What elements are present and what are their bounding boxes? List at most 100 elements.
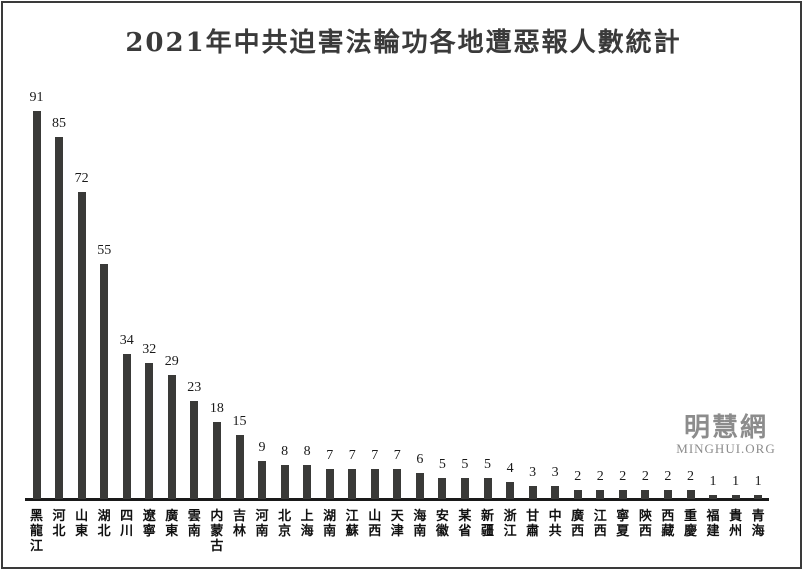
x-axis-label-char: 京	[278, 524, 292, 539]
bar	[258, 461, 266, 499]
x-axis-label: 雲南	[186, 509, 202, 539]
bar-value-label: 3	[529, 465, 537, 480]
x-axis-label-char: 海	[751, 524, 765, 539]
x-axis-label-char: 湖	[323, 509, 337, 524]
x-axis-label-char: 福	[706, 509, 720, 524]
bar-value-label: 72	[74, 171, 89, 186]
x-axis-label-char: 新	[480, 509, 494, 524]
bar-value-label: 2	[596, 469, 604, 484]
bar	[303, 465, 312, 499]
x-axis-label-char: 林	[232, 524, 246, 539]
bar-value-label: 15	[232, 414, 247, 429]
x-axis-label-char: 山	[368, 509, 382, 524]
x-axis-label: 某省	[457, 509, 473, 539]
bar	[325, 469, 334, 499]
x-axis-label-char: 省	[458, 524, 472, 539]
bar-value-label: 7	[393, 448, 401, 463]
x-axis-label-char: 疆	[480, 524, 494, 539]
bar-value-label: 23	[187, 380, 202, 395]
x-axis-label-char: 遼	[142, 509, 156, 524]
x-axis-label: 西藏	[660, 509, 676, 539]
x-axis-label: 江蘇	[344, 509, 360, 539]
bar	[731, 495, 740, 499]
bar-value-label: 7	[348, 448, 356, 463]
x-axis-label: 河南	[254, 509, 270, 539]
x-axis-label-char: 中	[548, 509, 562, 524]
x-axis-label-char: 河	[52, 509, 66, 524]
bar	[686, 490, 695, 499]
bar-value-label: 9	[258, 440, 266, 455]
x-axis-label: 福建	[705, 509, 721, 539]
bar	[754, 495, 763, 499]
bar-value-label: 6	[416, 452, 424, 467]
x-axis-label-char: 藏	[661, 524, 675, 539]
x-axis-label: 安徽	[434, 509, 450, 539]
bar	[280, 465, 289, 499]
x-axis-label: 新疆	[480, 509, 496, 539]
x-axis-label-char: 海	[300, 524, 314, 539]
x-axis-label-char: 江	[345, 509, 359, 524]
x-axis-label-char: 西	[661, 509, 675, 524]
bar-value-label: 5	[461, 457, 469, 472]
x-axis-label: 湖北	[96, 509, 112, 539]
x-axis-label-char: 州	[729, 524, 743, 539]
bar-value-label: 2	[574, 469, 582, 484]
x-axis-label-char: 東	[75, 524, 89, 539]
bar	[618, 490, 627, 499]
x-axis-label: 陝西	[637, 509, 653, 539]
x-axis-label: 山東	[74, 509, 90, 539]
x-axis-label-char: 蒙	[210, 524, 224, 539]
bar	[190, 401, 199, 499]
bar	[393, 469, 402, 499]
x-axis-label-char: 津	[390, 524, 404, 539]
x-axis-label-char: 廣	[165, 509, 179, 524]
bar-value-label: 34	[119, 333, 134, 348]
x-axis-label: 遼寧	[141, 509, 157, 539]
bar-value-label: 2	[664, 469, 672, 484]
bar-value-label: 3	[551, 465, 559, 480]
x-axis-label-char: 浙	[503, 509, 517, 524]
x-axis-line	[25, 498, 769, 501]
x-axis-label: 浙江	[502, 509, 518, 539]
bar-value-label: 2	[687, 469, 694, 484]
bar-value-label: 5	[438, 457, 446, 472]
x-axis-label-char: 陝	[638, 509, 652, 524]
x-axis-label-char: 川	[120, 524, 134, 539]
x-axis-label-char: 南	[413, 524, 427, 539]
bar	[709, 495, 717, 499]
x-axis-label-char: 安	[435, 509, 449, 524]
x-axis-label: 廣東	[164, 509, 180, 539]
x-axis-label-char: 雲	[187, 509, 201, 524]
bar-value-label: 8	[303, 444, 311, 459]
x-axis-label-char: 山	[75, 509, 89, 524]
bar-value-label: 8	[281, 444, 289, 459]
bar	[663, 490, 672, 499]
bar-value-label: 85	[52, 116, 66, 131]
x-axis-label-char: 江	[503, 524, 517, 539]
x-axis-label: 貴州	[728, 509, 744, 539]
x-axis-label: 上海	[299, 509, 315, 539]
x-axis-label-char: 蘇	[345, 524, 359, 539]
x-axis-label-char: 江	[29, 539, 43, 554]
x-axis-label-char: 慶	[683, 524, 697, 539]
x-axis-label-char: 某	[458, 509, 472, 524]
bar	[483, 478, 492, 499]
x-axis-label: 中共	[547, 509, 563, 539]
x-axis-label-char: 西	[571, 524, 585, 539]
x-axis-label: 山西	[367, 509, 383, 539]
bar	[77, 192, 86, 499]
x-axis-label-char: 古	[210, 539, 224, 554]
x-axis-label-char: 黑	[29, 509, 43, 524]
x-axis-label-char: 北	[97, 524, 111, 539]
x-axis-label-char: 四	[120, 509, 134, 524]
bar	[573, 490, 582, 499]
bar	[370, 469, 379, 499]
x-axis-label: 吉林	[232, 509, 248, 539]
bar	[506, 482, 515, 499]
x-axis-label-char: 建	[706, 524, 720, 539]
watermark-minghui-url: MINGHUI.ORG	[676, 441, 776, 456]
x-axis-label-char: 南	[323, 524, 337, 539]
bar	[641, 490, 650, 499]
bar	[348, 469, 357, 499]
bar-value-label: 18	[209, 401, 224, 416]
